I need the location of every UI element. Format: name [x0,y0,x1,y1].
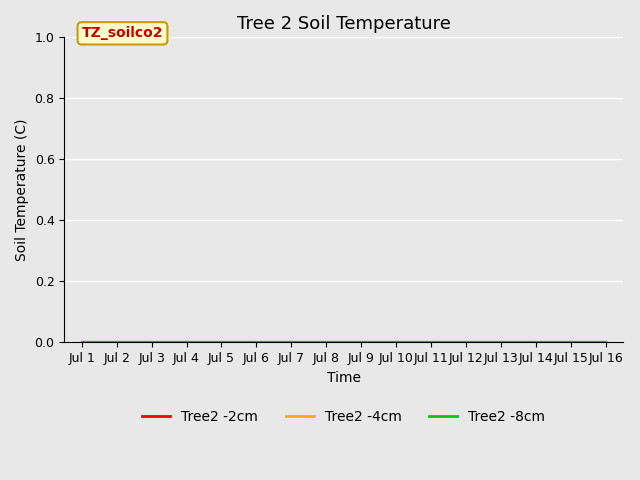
Text: TZ_soilco2: TZ_soilco2 [82,26,163,40]
Legend: Tree2 -2cm, Tree2 -4cm, Tree2 -8cm: Tree2 -2cm, Tree2 -4cm, Tree2 -8cm [137,404,551,430]
Y-axis label: Soil Temperature (C): Soil Temperature (C) [15,119,29,261]
Title: Tree 2 Soil Temperature: Tree 2 Soil Temperature [237,15,451,33]
X-axis label: Time: Time [326,371,361,384]
